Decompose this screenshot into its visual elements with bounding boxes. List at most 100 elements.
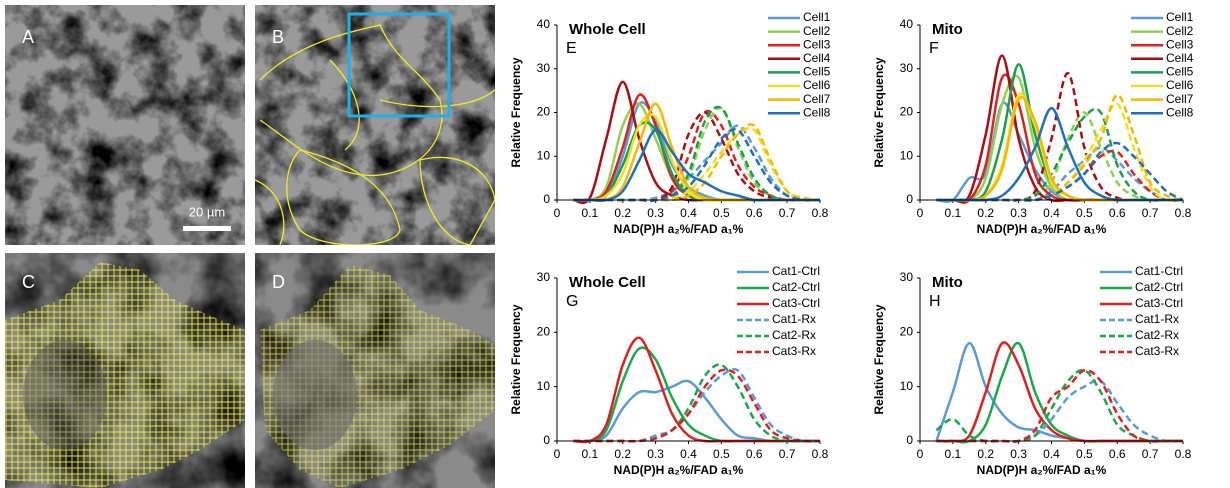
x-tick-label: 0.6 bbox=[1109, 447, 1126, 461]
x-tick-label: 0 bbox=[917, 447, 924, 461]
legend-label: Cell2 bbox=[803, 24, 831, 38]
y-tick-label: 30 bbox=[537, 61, 551, 75]
panel-label: A bbox=[22, 27, 34, 47]
legend-label: Cat3-Rx bbox=[772, 344, 816, 358]
chart-title: Mito bbox=[932, 274, 963, 291]
legend-label: Cell3 bbox=[803, 37, 831, 51]
x-tick-label: 0.1 bbox=[945, 447, 962, 461]
x-tick-label: 0.1 bbox=[582, 447, 599, 461]
x-tick-label: 0.5 bbox=[1076, 447, 1093, 461]
x-tick-label: 0.4 bbox=[680, 447, 697, 461]
x-axis-label: NAD(P)H a₂%/FAD a₁% bbox=[977, 222, 1107, 236]
y-tick-label: 0 bbox=[906, 433, 913, 447]
legend-label: Cat3-Rx bbox=[1135, 344, 1179, 358]
legend-label: Cat2-Rx bbox=[1135, 328, 1179, 342]
y-axis-label: Relative Frequency bbox=[872, 304, 886, 414]
scale-bar-label: 20 µm bbox=[189, 204, 225, 219]
legend-label: Cell8 bbox=[803, 105, 831, 119]
y-tick-label: 20 bbox=[900, 105, 914, 119]
y-axis-label: Relative Frequency bbox=[509, 57, 523, 167]
x-tick-label: 0.4 bbox=[1043, 206, 1060, 220]
x-tick-label: 0.6 bbox=[746, 447, 763, 461]
curve bbox=[573, 121, 820, 202]
panel-label: C bbox=[22, 272, 35, 292]
panel-label: B bbox=[272, 27, 284, 47]
legend-label: Cell4 bbox=[1166, 51, 1194, 65]
panel-label: G bbox=[566, 293, 578, 310]
x-tick-label: 0.5 bbox=[713, 206, 730, 220]
legend-label: Cell7 bbox=[1166, 92, 1194, 106]
x-axis-label: NAD(P)H a₂%/FAD a₁% bbox=[614, 463, 744, 477]
chart-title: Whole Cell bbox=[569, 21, 646, 38]
y-tick-label: 30 bbox=[900, 61, 914, 75]
curve bbox=[573, 123, 821, 202]
x-tick-label: 0.7 bbox=[1142, 447, 1159, 461]
image-b: B bbox=[255, 5, 495, 245]
legend-label: Cat1-Ctrl bbox=[772, 264, 820, 278]
x-axis-label: NAD(P)H a₂%/FAD a₁% bbox=[977, 463, 1107, 477]
image-a: A 20 µm bbox=[5, 5, 245, 245]
legend-label: Cat2-Ctrl bbox=[772, 280, 820, 294]
legend-label: Cell5 bbox=[1166, 65, 1194, 79]
y-tick-label: 30 bbox=[537, 270, 551, 284]
legend-label: Cell1 bbox=[803, 10, 831, 24]
panel-label: F bbox=[929, 40, 939, 57]
x-tick-label: 0.5 bbox=[713, 447, 730, 461]
curve bbox=[573, 367, 821, 443]
y-tick-label: 10 bbox=[900, 379, 914, 393]
curve bbox=[573, 363, 820, 443]
x-tick-label: 0 bbox=[554, 206, 561, 220]
x-tick-label: 0.8 bbox=[812, 206, 829, 220]
x-tick-label: 0.3 bbox=[1010, 206, 1027, 220]
y-tick-label: 10 bbox=[537, 379, 551, 393]
x-axis-label: NAD(P)H a₂%/FAD a₁% bbox=[614, 222, 744, 236]
x-tick-label: 0 bbox=[917, 206, 924, 220]
x-tick-label: 0.2 bbox=[977, 447, 994, 461]
x-tick-label: 0.7 bbox=[1142, 206, 1159, 220]
x-tick-label: 0.4 bbox=[1043, 447, 1060, 461]
chart-title: Whole Cell bbox=[569, 274, 646, 291]
x-tick-label: 0.5 bbox=[1076, 206, 1093, 220]
x-tick-label: 0.8 bbox=[1175, 206, 1192, 220]
x-tick-label: 0.7 bbox=[779, 206, 796, 220]
y-tick-label: 20 bbox=[537, 325, 551, 339]
legend-label: Cell2 bbox=[1166, 24, 1194, 38]
image-c: C bbox=[5, 253, 245, 488]
y-tick-label: 10 bbox=[537, 148, 551, 162]
curve bbox=[936, 369, 1183, 444]
x-tick-label: 0.6 bbox=[1109, 206, 1126, 220]
legend-label: Cell7 bbox=[803, 92, 831, 106]
x-tick-label: 0.3 bbox=[647, 447, 664, 461]
x-tick-label: 0.2 bbox=[614, 206, 631, 220]
y-axis-label: Relative Frequency bbox=[509, 304, 523, 414]
legend-label: Cell8 bbox=[1166, 105, 1194, 119]
x-tick-label: 0.8 bbox=[1175, 447, 1192, 461]
curve bbox=[936, 379, 1184, 443]
curve bbox=[573, 105, 820, 202]
curve bbox=[573, 128, 821, 202]
legend-label: Cat3-Ctrl bbox=[772, 296, 820, 310]
legend-label: Cell6 bbox=[803, 78, 831, 92]
y-tick-label: 40 bbox=[900, 17, 914, 31]
image-d: D bbox=[255, 253, 495, 488]
y-tick-label: 40 bbox=[537, 17, 551, 31]
curve bbox=[936, 141, 1184, 202]
y-tick-label: 10 bbox=[900, 148, 914, 162]
y-axis-label: Relative Frequency bbox=[872, 57, 886, 167]
x-tick-label: 0.8 bbox=[812, 447, 829, 461]
legend-label: Cell5 bbox=[803, 65, 831, 79]
x-tick-label: 0.2 bbox=[614, 447, 631, 461]
y-tick-label: 20 bbox=[900, 325, 914, 339]
curve bbox=[936, 93, 1184, 202]
curve bbox=[936, 111, 1183, 202]
y-tick-label: 0 bbox=[543, 192, 550, 206]
y-tick-label: 20 bbox=[537, 105, 551, 119]
y-tick-label: 30 bbox=[900, 270, 914, 284]
legend-label: Cat1-Ctrl bbox=[1135, 264, 1183, 278]
legend-label: Cat2-Ctrl bbox=[1135, 280, 1183, 294]
curve bbox=[573, 124, 821, 202]
curve bbox=[573, 106, 820, 202]
legend-label: Cell4 bbox=[803, 51, 831, 65]
x-tick-label: 0.3 bbox=[1010, 447, 1027, 461]
